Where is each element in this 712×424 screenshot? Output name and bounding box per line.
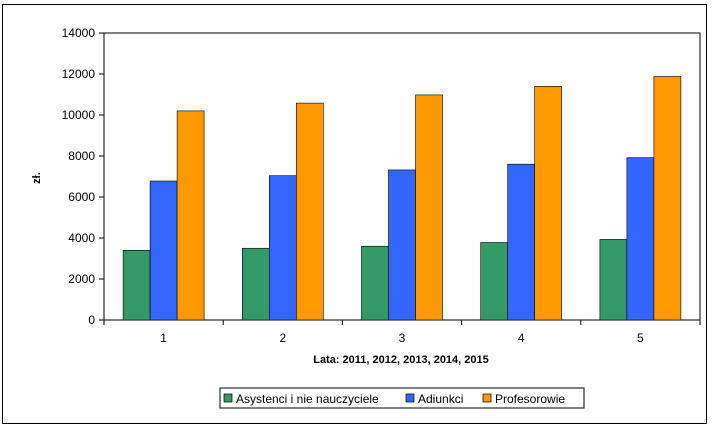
bar-asystenci-3 — [361, 245, 389, 321]
legend-label-adiunkci: Adiunkci — [418, 392, 463, 406]
bar-chart: 0 2000 4000 6000 8000 10000 12000 14000 1 2 3 4 5 z… — [31, 26, 701, 409]
x-tick-label: 2 — [279, 331, 286, 345]
bar-profesorowie-5 — [653, 76, 682, 321]
bar-adiunkci-1 — [149, 180, 178, 321]
y-tick-label: 6000 — [68, 190, 95, 204]
legend-swatch-asystenci — [223, 393, 233, 403]
bar-adiunkci-2 — [268, 175, 297, 321]
bar-profesorowie-4 — [534, 86, 563, 321]
x-tick-label: 3 — [399, 331, 406, 345]
bar-asystenci-5 — [599, 239, 628, 321]
legend-swatch-adiunkci — [405, 393, 415, 403]
y-tick-label: 14000 — [62, 26, 96, 40]
y-axis-title: zł. — [31, 172, 43, 184]
y-tick-label: 2000 — [68, 272, 95, 286]
bar-profesorowie-1 — [176, 110, 205, 321]
bar-profesorowie-2 — [295, 102, 324, 321]
legend-label-profesorowie: Profesorowie — [495, 392, 565, 406]
bars — [122, 76, 682, 321]
bar-adiunkci-3 — [388, 169, 416, 321]
y-tick-label: 8000 — [68, 149, 95, 163]
x-axis-title: Lata: 2011, 2012, 2013, 2014, 2015 — [313, 354, 489, 366]
y-tick-label: 0 — [88, 313, 95, 327]
legend-swatch-profesorowie — [482, 393, 492, 403]
x-tick-label: 4 — [518, 331, 525, 345]
bar-asystenci-4 — [480, 242, 509, 321]
x-tick-label: 5 — [637, 331, 644, 345]
bar-adiunkci-4 — [507, 163, 536, 321]
bar-asystenci-1 — [122, 250, 151, 321]
y-tick-label: 4000 — [68, 231, 95, 245]
y-axis-ticks: 0 2000 4000 6000 8000 10000 12000 14000 — [62, 26, 104, 327]
y-tick-label: 12000 — [62, 67, 96, 81]
bar-adiunkci-5 — [626, 157, 655, 321]
bar-asystenci-2 — [242, 247, 270, 321]
x-axis-ticks: 1 2 3 4 5 — [103, 320, 701, 345]
bar-profesorowie-3 — [415, 94, 443, 321]
y-tick-label: 10000 — [62, 108, 96, 122]
legend: Asystenci i nie nauczyciele Adiunkci Pro… — [219, 387, 585, 409]
x-tick-label: 1 — [160, 331, 167, 345]
legend-label-asystenci: Asystenci i nie nauczyciele — [236, 392, 379, 406]
legend-box — [219, 387, 585, 409]
